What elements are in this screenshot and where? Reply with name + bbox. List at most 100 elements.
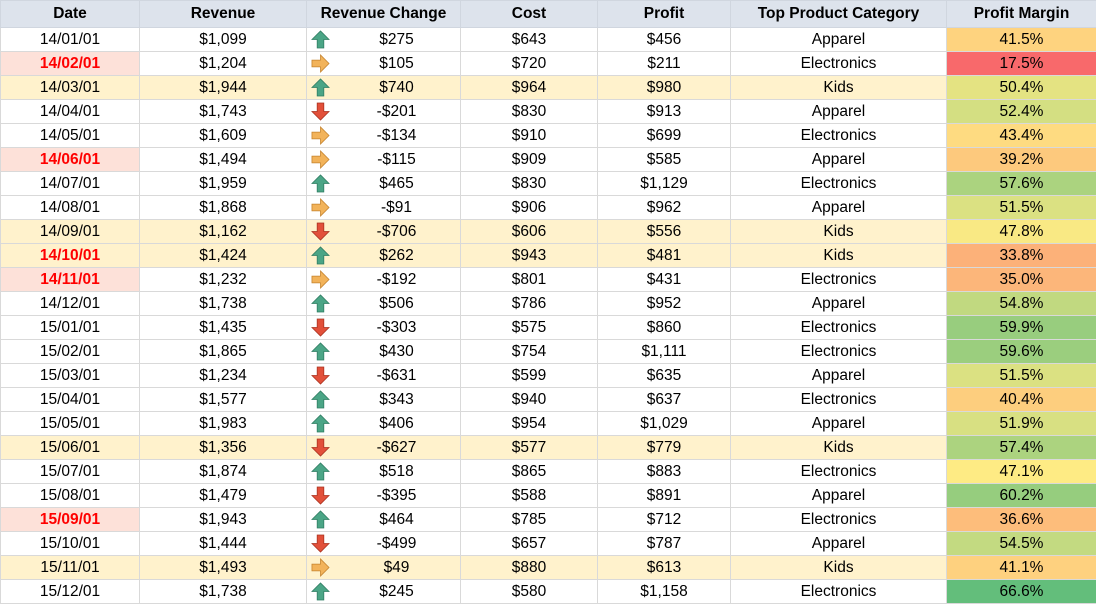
- cost-cell[interactable]: $580: [461, 580, 598, 604]
- cost-cell[interactable]: $643: [461, 28, 598, 52]
- revenue-cell[interactable]: $1,435: [140, 316, 307, 340]
- profit-cell[interactable]: $1,129: [598, 172, 731, 196]
- category-cell[interactable]: Electronics: [731, 340, 947, 364]
- profit-cell[interactable]: $481: [598, 244, 731, 268]
- revenue-change-cell[interactable]: $275: [307, 28, 461, 52]
- date-cell[interactable]: 14/05/01: [1, 124, 140, 148]
- category-cell[interactable]: Apparel: [731, 364, 947, 388]
- revenue-cell[interactable]: $1,983: [140, 412, 307, 436]
- revenue-cell[interactable]: $1,494: [140, 148, 307, 172]
- profit-margin-cell[interactable]: 57.6%: [947, 172, 1096, 196]
- category-cell[interactable]: Apparel: [731, 196, 947, 220]
- category-cell[interactable]: Kids: [731, 244, 947, 268]
- category-cell[interactable]: Electronics: [731, 316, 947, 340]
- profit-cell[interactable]: $1,158: [598, 580, 731, 604]
- profit-margin-cell[interactable]: 51.5%: [947, 364, 1096, 388]
- revenue-change-cell[interactable]: $740: [307, 76, 461, 100]
- revenue-change-cell[interactable]: $245: [307, 580, 461, 604]
- revenue-cell[interactable]: $1,738: [140, 580, 307, 604]
- revenue-change-cell[interactable]: $430: [307, 340, 461, 364]
- header-cost[interactable]: Cost: [461, 1, 598, 28]
- revenue-change-cell[interactable]: -$201: [307, 100, 461, 124]
- date-cell[interactable]: 14/09/01: [1, 220, 140, 244]
- category-cell[interactable]: Apparel: [731, 532, 947, 556]
- category-cell[interactable]: Apparel: [731, 484, 947, 508]
- revenue-change-cell[interactable]: -$631: [307, 364, 461, 388]
- profit-margin-cell[interactable]: 66.6%: [947, 580, 1096, 604]
- revenue-cell[interactable]: $1,232: [140, 268, 307, 292]
- profit-cell[interactable]: $1,029: [598, 412, 731, 436]
- revenue-cell[interactable]: $1,204: [140, 52, 307, 76]
- profit-margin-cell[interactable]: 54.8%: [947, 292, 1096, 316]
- header-revenue[interactable]: Revenue: [140, 1, 307, 28]
- profit-margin-cell[interactable]: 17.5%: [947, 52, 1096, 76]
- date-cell[interactable]: 15/10/01: [1, 532, 140, 556]
- profit-cell[interactable]: $891: [598, 484, 731, 508]
- profit-cell[interactable]: $585: [598, 148, 731, 172]
- cost-cell[interactable]: $906: [461, 196, 598, 220]
- profit-margin-cell[interactable]: 60.2%: [947, 484, 1096, 508]
- revenue-change-cell[interactable]: -$499: [307, 532, 461, 556]
- category-cell[interactable]: Electronics: [731, 508, 947, 532]
- cost-cell[interactable]: $880: [461, 556, 598, 580]
- profit-cell[interactable]: $787: [598, 532, 731, 556]
- date-cell[interactable]: 15/04/01: [1, 388, 140, 412]
- date-cell[interactable]: 14/04/01: [1, 100, 140, 124]
- cost-cell[interactable]: $786: [461, 292, 598, 316]
- date-cell[interactable]: 14/03/01: [1, 76, 140, 100]
- profit-margin-cell[interactable]: 52.4%: [947, 100, 1096, 124]
- cost-cell[interactable]: $830: [461, 172, 598, 196]
- revenue-cell[interactable]: $1,479: [140, 484, 307, 508]
- category-cell[interactable]: Apparel: [731, 412, 947, 436]
- profit-cell[interactable]: $556: [598, 220, 731, 244]
- cost-cell[interactable]: $785: [461, 508, 598, 532]
- revenue-change-cell[interactable]: $105: [307, 52, 461, 76]
- category-cell[interactable]: Electronics: [731, 124, 947, 148]
- date-cell[interactable]: 15/11/01: [1, 556, 140, 580]
- profit-margin-cell[interactable]: 51.9%: [947, 412, 1096, 436]
- profit-margin-cell[interactable]: 39.2%: [947, 148, 1096, 172]
- revenue-cell[interactable]: $1,868: [140, 196, 307, 220]
- profit-cell[interactable]: $637: [598, 388, 731, 412]
- profit-margin-cell[interactable]: 59.6%: [947, 340, 1096, 364]
- revenue-change-cell[interactable]: $343: [307, 388, 461, 412]
- profit-cell[interactable]: $883: [598, 460, 731, 484]
- revenue-cell[interactable]: $1,874: [140, 460, 307, 484]
- cost-cell[interactable]: $754: [461, 340, 598, 364]
- revenue-change-cell[interactable]: -$192: [307, 268, 461, 292]
- profit-margin-cell[interactable]: 54.5%: [947, 532, 1096, 556]
- header-profit[interactable]: Profit: [598, 1, 731, 28]
- header-top-product-category[interactable]: Top Product Category: [731, 1, 947, 28]
- revenue-cell[interactable]: $1,743: [140, 100, 307, 124]
- cost-cell[interactable]: $599: [461, 364, 598, 388]
- profit-cell[interactable]: $779: [598, 436, 731, 460]
- date-cell[interactable]: 15/05/01: [1, 412, 140, 436]
- profit-cell[interactable]: $980: [598, 76, 731, 100]
- revenue-change-cell[interactable]: $262: [307, 244, 461, 268]
- revenue-cell[interactable]: $1,944: [140, 76, 307, 100]
- date-cell[interactable]: 14/01/01: [1, 28, 140, 52]
- profit-margin-cell[interactable]: 57.4%: [947, 436, 1096, 460]
- profit-cell[interactable]: $962: [598, 196, 731, 220]
- profit-margin-cell[interactable]: 36.6%: [947, 508, 1096, 532]
- profit-margin-cell[interactable]: 41.5%: [947, 28, 1096, 52]
- date-cell[interactable]: 14/06/01: [1, 148, 140, 172]
- profit-cell[interactable]: $860: [598, 316, 731, 340]
- profit-cell[interactable]: $1,111: [598, 340, 731, 364]
- date-cell[interactable]: 15/06/01: [1, 436, 140, 460]
- revenue-change-cell[interactable]: $518: [307, 460, 461, 484]
- profit-cell[interactable]: $712: [598, 508, 731, 532]
- revenue-change-cell[interactable]: -$134: [307, 124, 461, 148]
- revenue-change-cell[interactable]: $464: [307, 508, 461, 532]
- revenue-cell[interactable]: $1,865: [140, 340, 307, 364]
- cost-cell[interactable]: $909: [461, 148, 598, 172]
- cost-cell[interactable]: $575: [461, 316, 598, 340]
- date-cell[interactable]: 14/02/01: [1, 52, 140, 76]
- cost-cell[interactable]: $943: [461, 244, 598, 268]
- profit-cell[interactable]: $211: [598, 52, 731, 76]
- category-cell[interactable]: Apparel: [731, 148, 947, 172]
- revenue-cell[interactable]: $1,493: [140, 556, 307, 580]
- date-cell[interactable]: 14/08/01: [1, 196, 140, 220]
- cost-cell[interactable]: $577: [461, 436, 598, 460]
- revenue-cell[interactable]: $1,424: [140, 244, 307, 268]
